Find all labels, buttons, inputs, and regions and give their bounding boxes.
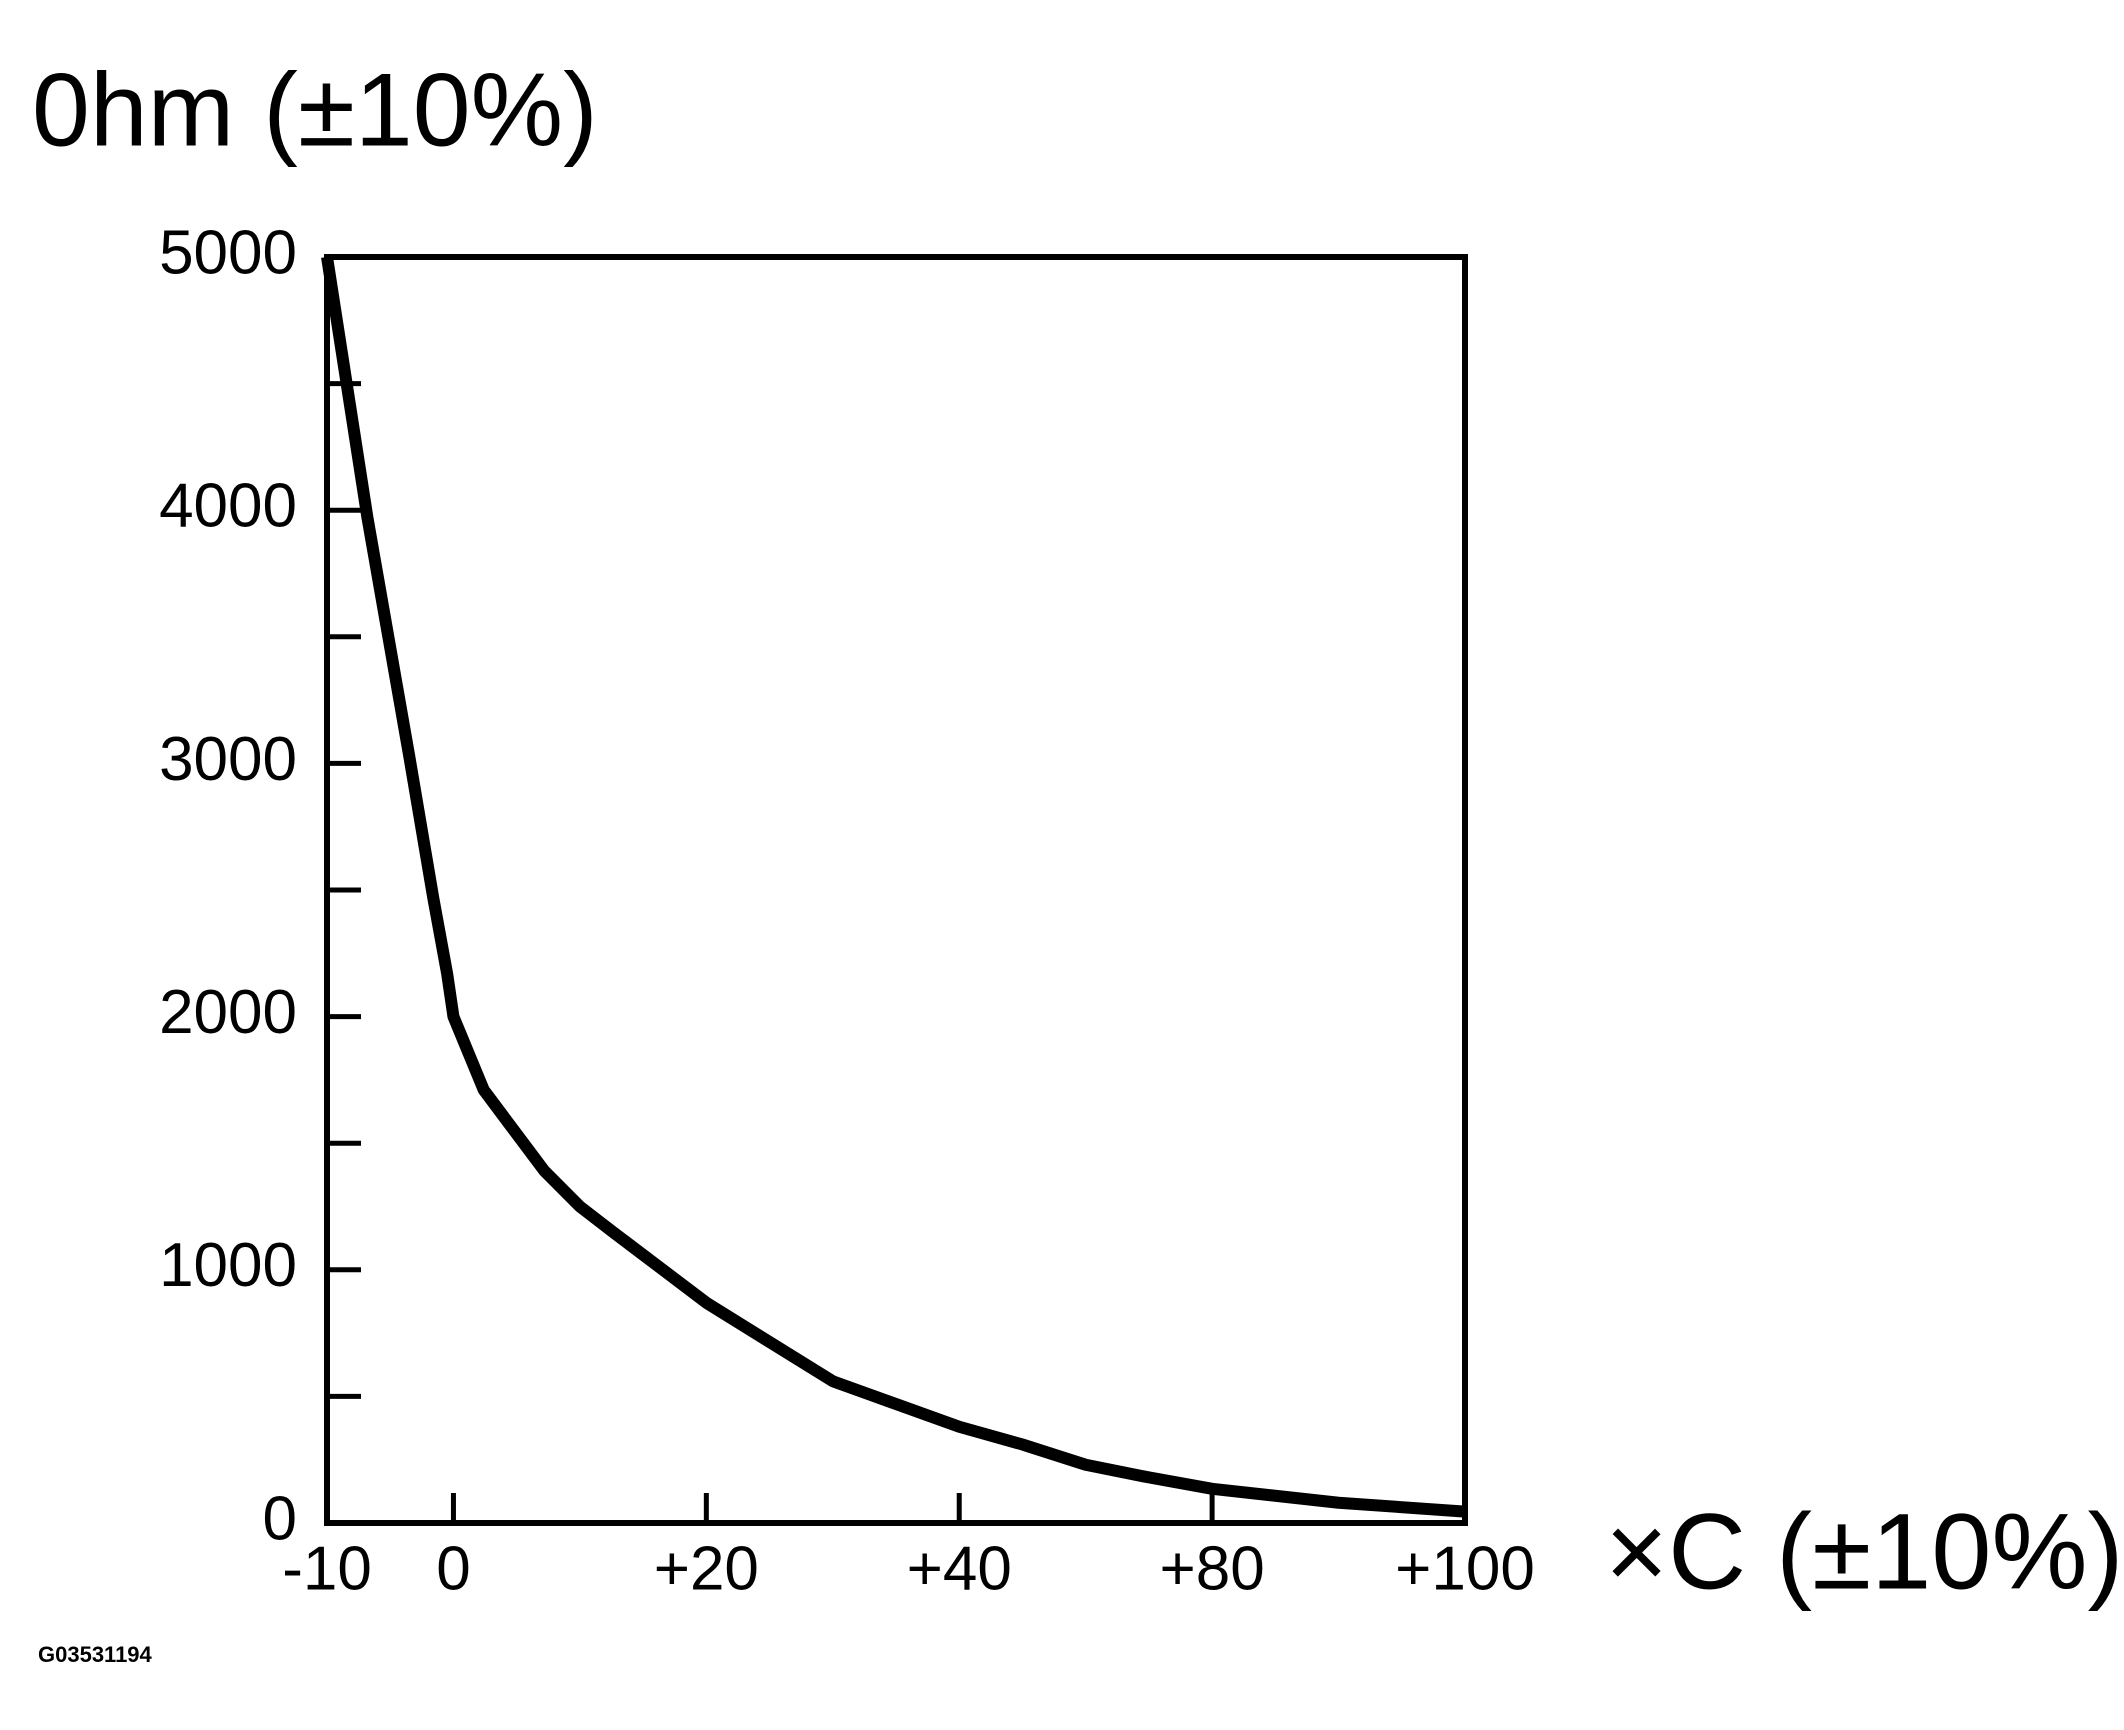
x-tick-label: -10 <box>282 1534 372 1603</box>
x-tick-label: +40 <box>907 1534 1012 1603</box>
y-tick-label: 1000 <box>159 1231 297 1300</box>
y-axis-title: 0hm (±10%) <box>32 52 598 168</box>
y-tick-label: 4000 <box>159 472 297 541</box>
y-tick-label: 0 <box>263 1484 297 1553</box>
plot-frame <box>324 254 1468 1526</box>
y-tick-label: 5000 <box>159 218 297 287</box>
x-tick-label: 0 <box>436 1534 470 1603</box>
data-line <box>321 256 1466 1518</box>
y-tick-label: 2000 <box>159 978 297 1047</box>
x-tick-label: +20 <box>654 1534 759 1603</box>
y-tick-label: 3000 <box>159 725 297 794</box>
x-axis-title: ×C (±10%) <box>1605 1491 2123 1612</box>
footnote: G03531194 <box>38 1642 153 1667</box>
x-tick-label: +100 <box>1395 1534 1535 1603</box>
x-tick-label: +80 <box>1160 1534 1265 1603</box>
